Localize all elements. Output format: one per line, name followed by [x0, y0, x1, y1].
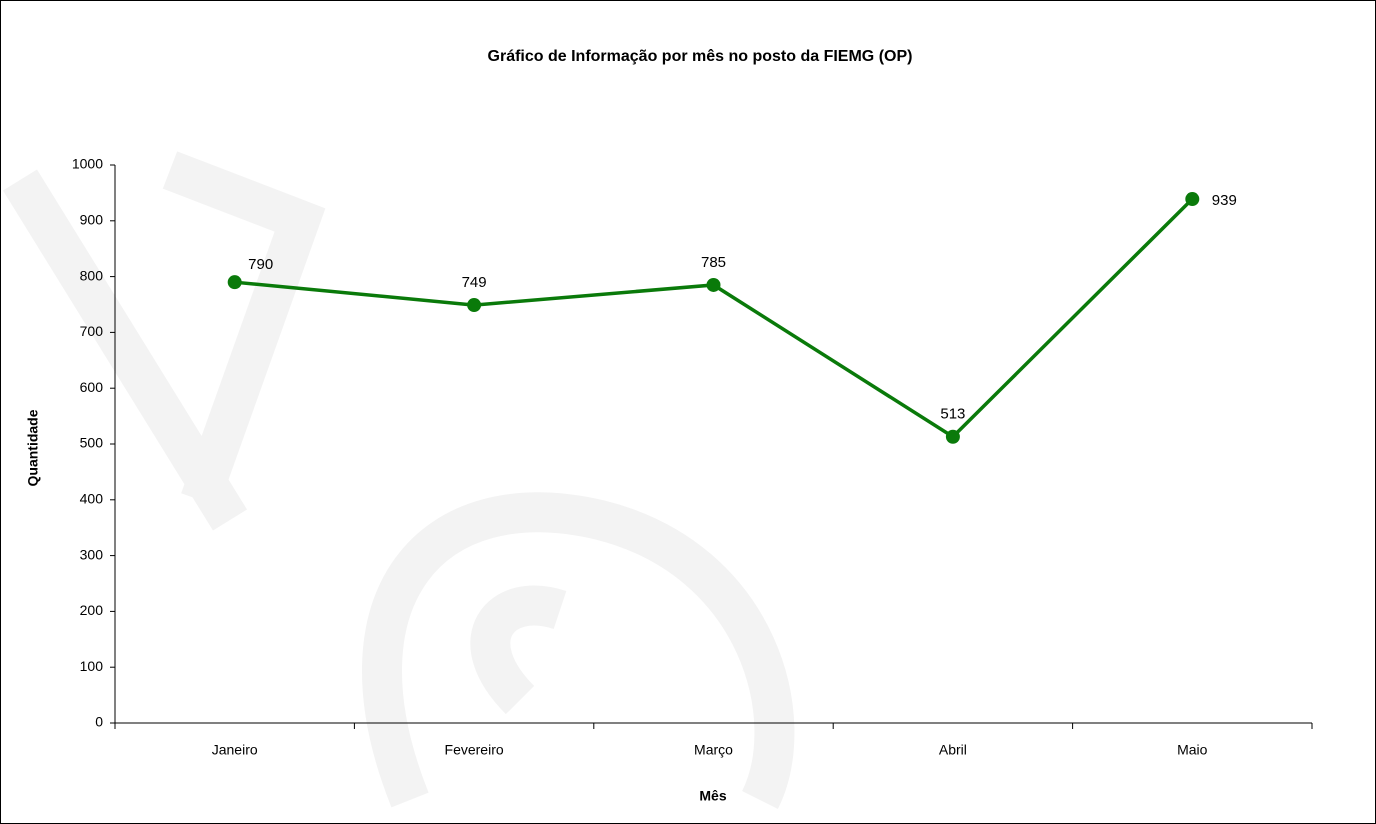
chart: Gráfico de Informação por mês no posto d… — [0, 0, 1376, 824]
chart-title: Gráfico de Informação por mês no posto d… — [488, 48, 913, 65]
y-tick-label: 1000 — [72, 156, 103, 172]
marker — [707, 278, 721, 292]
data-label: 513 — [940, 406, 965, 423]
data-label: 785 — [701, 254, 726, 271]
y-tick-label: 900 — [80, 212, 104, 228]
data-label: 939 — [1212, 192, 1237, 209]
y-tick-label: 800 — [80, 267, 104, 283]
x-tick-label: Maio — [1177, 742, 1208, 758]
data-label: 790 — [248, 256, 273, 273]
x-tick-label: Abril — [939, 742, 967, 758]
page: {"chart_data": {"type": "line", "title":… — [0, 0, 1376, 824]
y-tick-label: 500 — [80, 435, 104, 451]
x-axis-title: Mês — [699, 788, 726, 804]
y-tick-label: 0 — [95, 714, 103, 730]
chart-frame — [1, 1, 1376, 824]
y-tick-label: 700 — [80, 323, 104, 339]
x-tick-label: Janeiro — [212, 742, 258, 758]
y-tick-label: 400 — [80, 491, 104, 507]
data-label: 749 — [462, 274, 487, 291]
marker — [946, 430, 960, 444]
y-tick-label: 300 — [80, 546, 104, 562]
y-tick-label: 200 — [80, 602, 104, 618]
y-tick-label: 100 — [80, 658, 104, 674]
marker — [1185, 192, 1199, 206]
marker — [228, 275, 242, 289]
x-tick-label: Março — [694, 742, 733, 758]
y-tick-label: 600 — [80, 379, 104, 395]
y-axis-title: Quantidade — [25, 409, 41, 486]
x-tick-label: Fevereiro — [445, 742, 504, 758]
marker — [467, 298, 481, 312]
